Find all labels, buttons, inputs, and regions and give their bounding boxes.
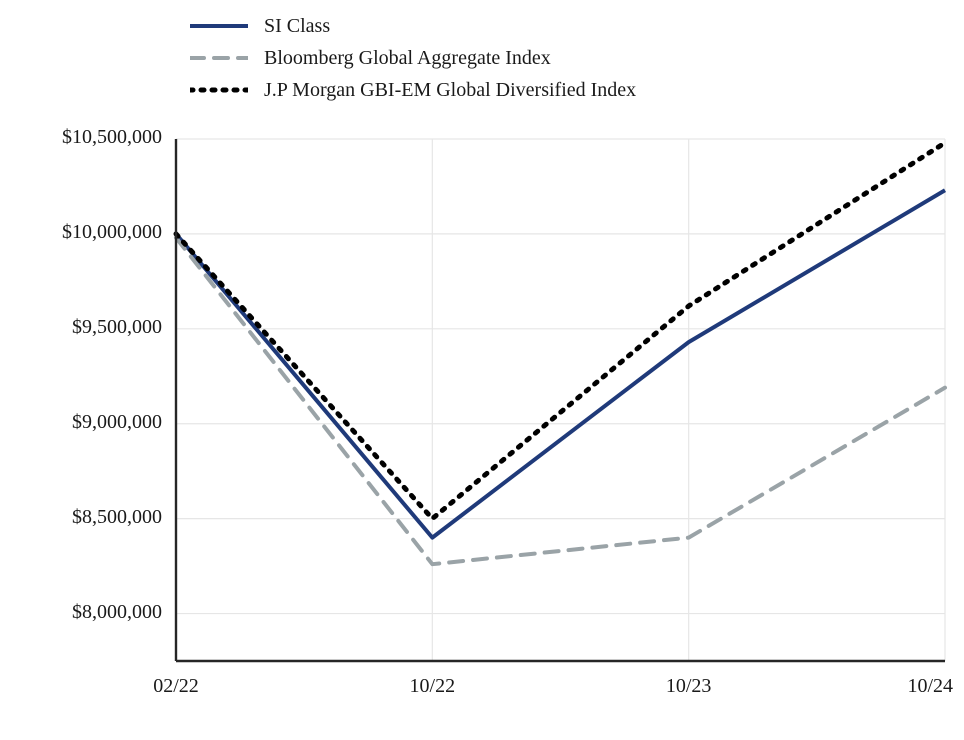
legend-swatch (190, 16, 248, 36)
series-line-2 (176, 143, 945, 519)
y-tick-label: $9,000,000 (0, 411, 162, 434)
legend-item: SI Class (190, 10, 636, 42)
y-tick-label: $10,000,000 (0, 221, 162, 244)
x-tick-label: 10/24 (853, 675, 953, 698)
y-tick-label: $8,500,000 (0, 506, 162, 529)
line-chart (0, 0, 964, 740)
x-tick-label: 10/23 (639, 675, 739, 698)
legend-swatch (190, 80, 248, 100)
y-tick-label: $10,500,000 (0, 126, 162, 149)
legend-item: J.P Morgan GBI-EM Global Diversified Ind… (190, 74, 636, 106)
y-tick-label: $8,000,000 (0, 601, 162, 624)
legend-label: J.P Morgan GBI-EM Global Diversified Ind… (264, 79, 636, 102)
legend: SI Class Bloomberg Global Aggregate Index… (190, 10, 636, 106)
legend-swatch (190, 48, 248, 68)
legend-item: Bloomberg Global Aggregate Index (190, 42, 636, 74)
legend-label: SI Class (264, 15, 330, 38)
series-line-1 (176, 238, 945, 564)
chart-container: SI Class Bloomberg Global Aggregate Index… (0, 0, 964, 740)
x-tick-label: 10/22 (382, 675, 482, 698)
series-line-0 (176, 190, 945, 537)
y-tick-label: $9,500,000 (0, 316, 162, 339)
legend-label: Bloomberg Global Aggregate Index (264, 47, 551, 70)
x-tick-label: 02/22 (126, 675, 226, 698)
